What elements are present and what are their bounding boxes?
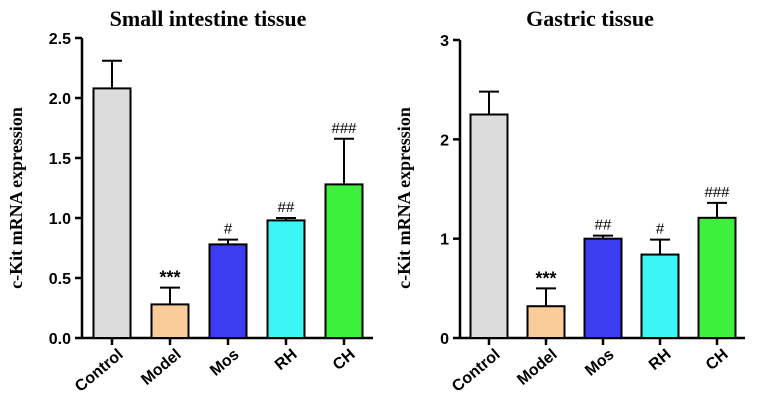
bar-model: [526, 305, 566, 340]
x-tick-label: Model: [138, 346, 184, 389]
x-tick-label: CH: [703, 346, 732, 374]
significance-label: ##: [595, 217, 612, 234]
y-tick-label: 1.0: [49, 211, 71, 228]
x-tick-label: Model: [514, 346, 560, 389]
bar-mos: [583, 237, 623, 340]
chart-title: Small intestine tissue: [110, 6, 307, 31]
significance-label: ***: [159, 268, 180, 288]
x-tick-label: Control: [449, 346, 503, 396]
bar-control: [469, 113, 509, 339]
y-tick-label: 2.0: [49, 91, 71, 108]
y-tick-label: 2: [440, 132, 449, 149]
chart-gastric: Gastric tissue c-Kit mRNA expression 0 1 2…: [394, 6, 745, 396]
bar-mos: [208, 243, 248, 339]
bar-model: [150, 303, 190, 339]
y-tick-label: 0: [440, 331, 449, 348]
significance-label: ##: [278, 199, 295, 216]
y-tick-label: 1.5: [49, 151, 71, 168]
x-tick-label: CH: [330, 346, 359, 374]
significance-label: ###: [704, 184, 730, 201]
x-tick-label: Mos: [582, 346, 618, 380]
x-tick-label: RH: [646, 346, 675, 374]
y-axis-label: c-Kit mRNA expression: [394, 107, 414, 289]
y-axis-label: c-Kit mRNA expression: [6, 107, 26, 289]
chart-title: Gastric tissue: [526, 6, 654, 31]
plot-area: 0 1 2 3 Control *** Model ## Mos # RH ### CH: [440, 33, 745, 396]
significance-label: #: [656, 221, 665, 238]
y-tick-label: 1: [440, 232, 449, 249]
significance-label: ###: [331, 120, 357, 137]
x-tick-label: Mos: [207, 346, 243, 380]
bar-rh: [640, 253, 680, 339]
y-tick-label: 2.5: [49, 31, 71, 48]
x-tick-label: Control: [72, 346, 126, 396]
bar-ch: [324, 183, 364, 339]
plot-area: 0.0 0.5 1.0 1.5 2.0 2.5 Control *** Model # Mos ## R…: [49, 31, 373, 396]
bar-rh: [266, 219, 306, 339]
y-tick-label: 3: [440, 33, 449, 50]
y-tick-label: 0.0: [49, 331, 71, 348]
chart-small-intestine: Small intestine tissue c-Kit mRNA expres…: [6, 6, 373, 396]
y-tick-label: 0.5: [49, 271, 71, 288]
bar-ch: [697, 216, 737, 340]
significance-label: #: [224, 221, 233, 238]
bar-control: [92, 87, 132, 340]
x-tick-label: RH: [272, 346, 301, 374]
significance-label: ***: [535, 268, 556, 288]
